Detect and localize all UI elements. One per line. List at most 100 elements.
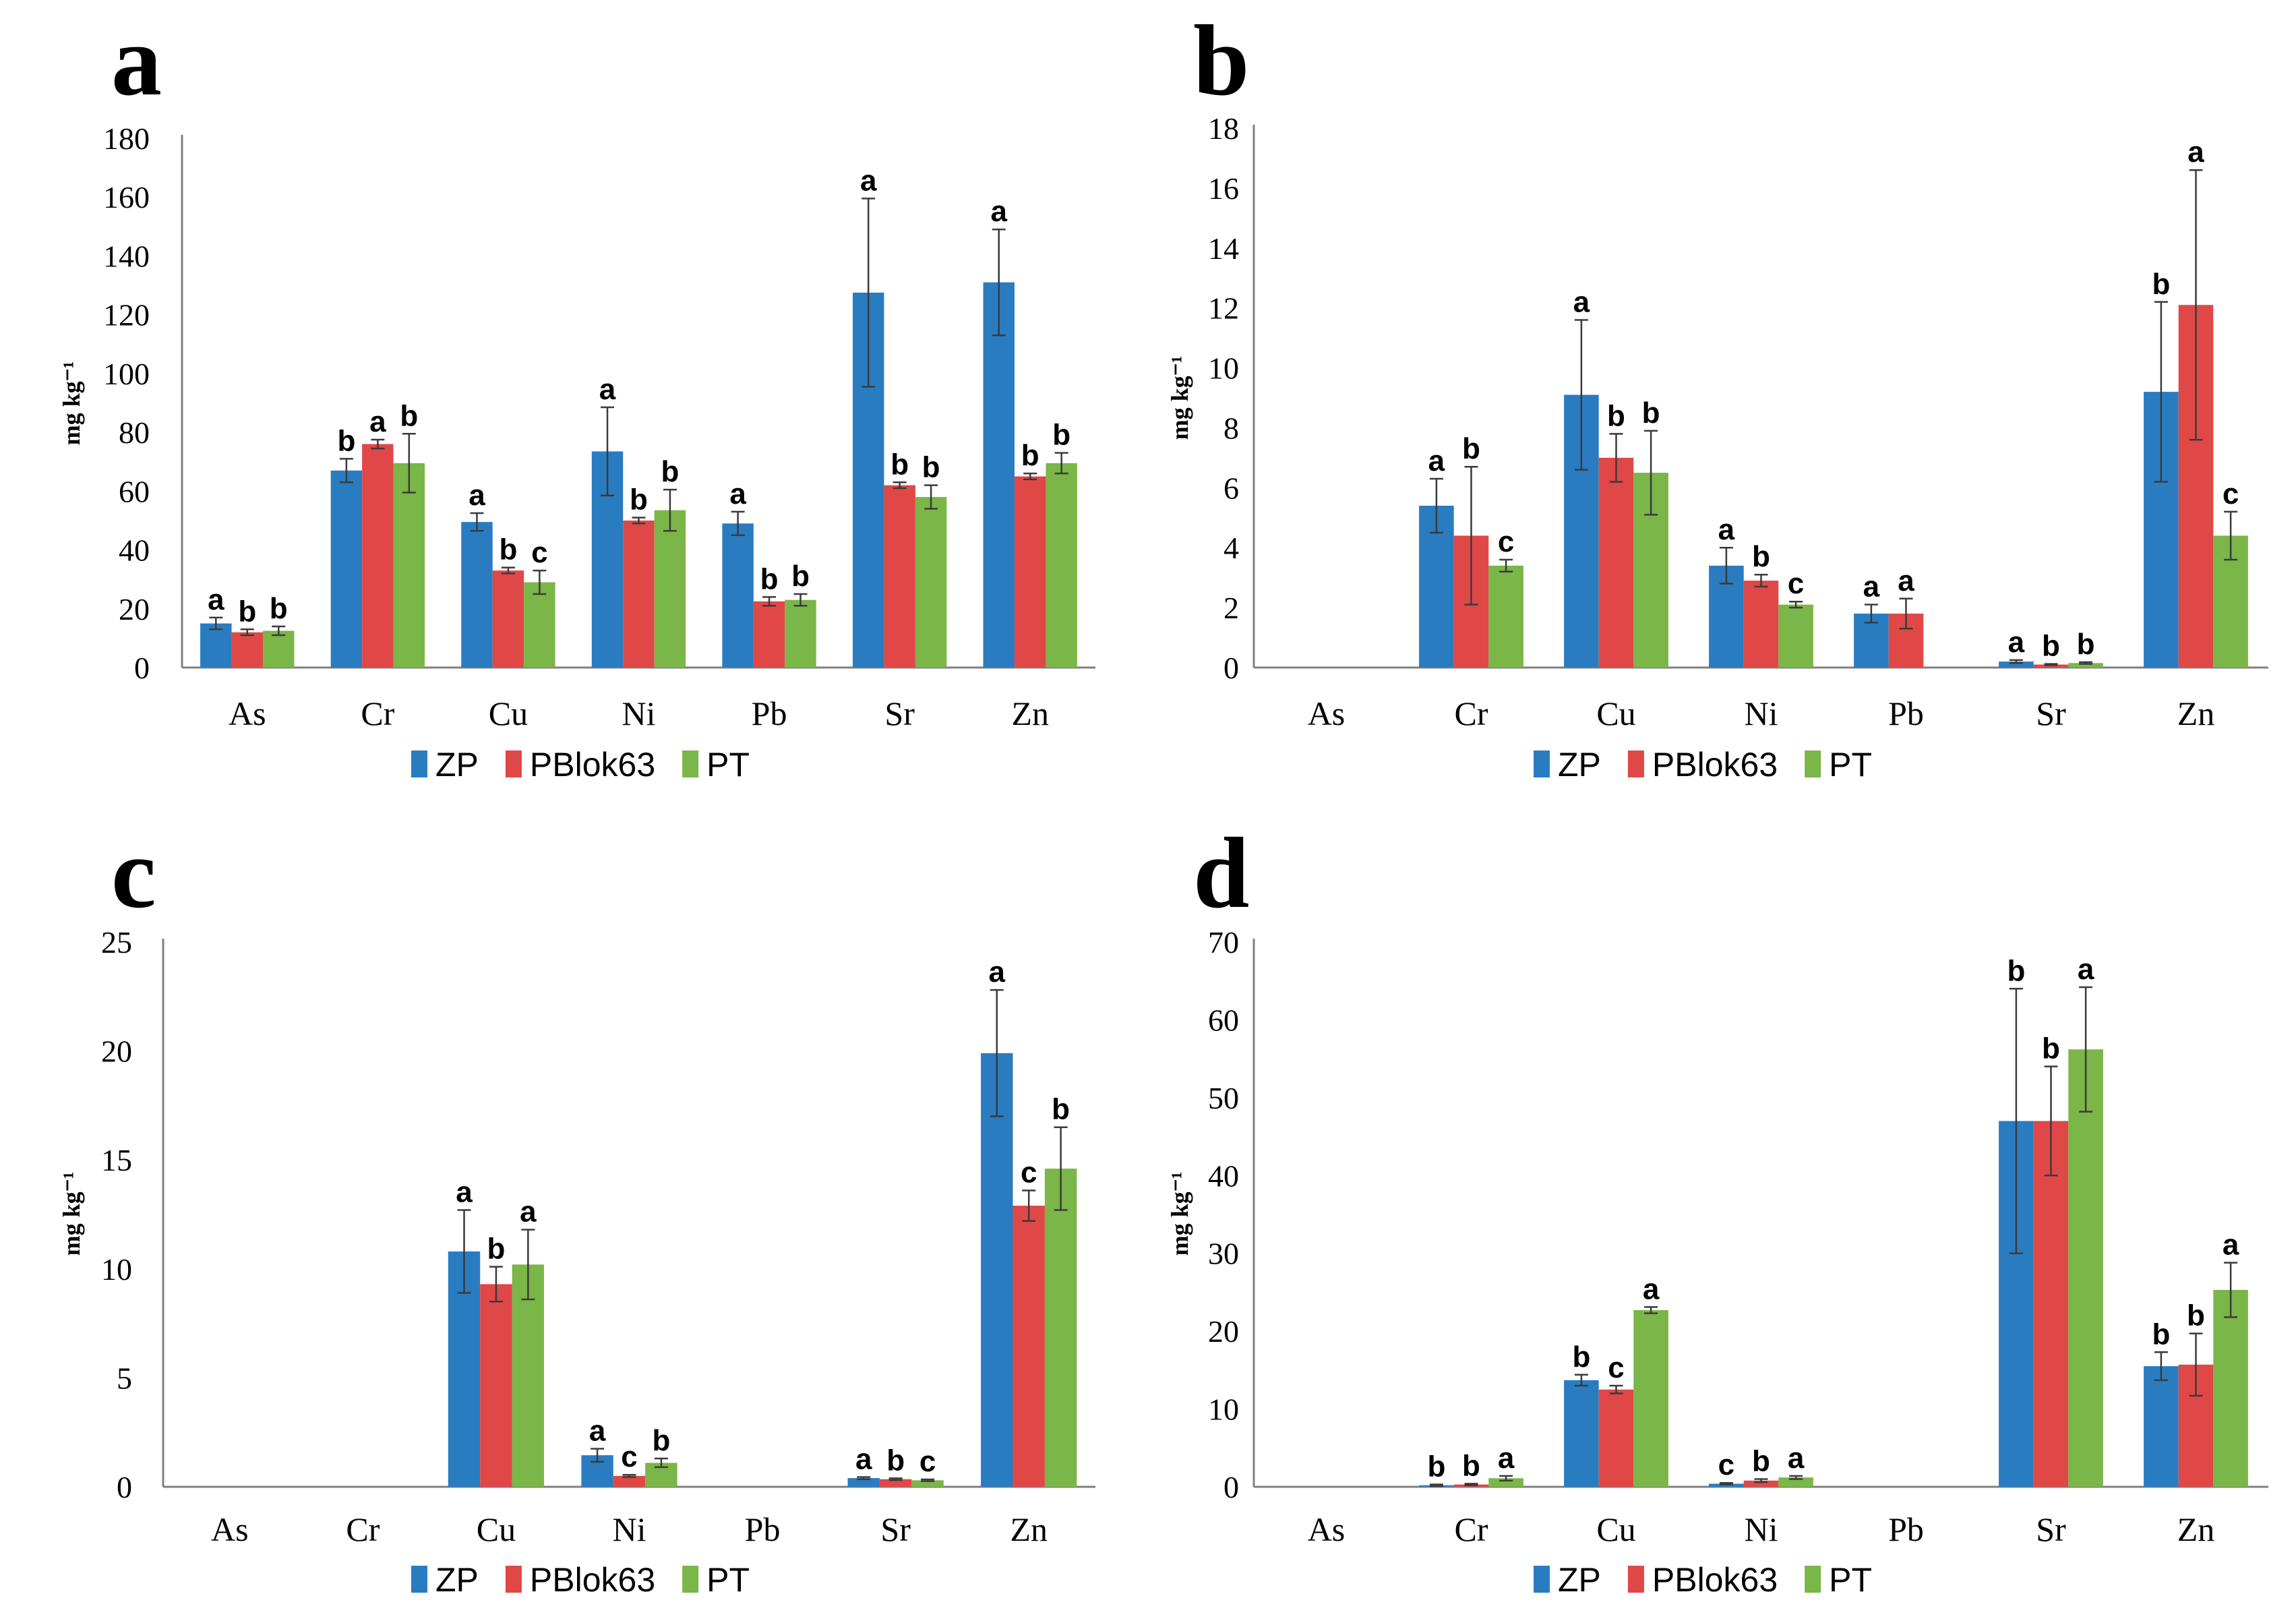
significance-label: c [1788,567,1804,600]
category-label: As [1308,695,1346,732]
bar-pblok63 [1598,457,1634,668]
bar-zp [1564,1380,1599,1487]
significance-label: c [1498,525,1514,558]
significance-label: b [630,483,648,517]
bar-pt [2068,663,2103,668]
y-tick-label: 2 [1223,591,1239,625]
bar-pblok63 [1013,1206,1045,1487]
category-label: Zn [2177,695,2215,732]
y-tick-label: 120 [103,298,150,332]
significance-label: b [2007,954,2025,987]
significance-label: b [238,595,256,628]
category-label: Pb [745,1510,781,1548]
bar-pt [915,497,947,668]
category-label: Pb [1888,1510,1924,1548]
legend-label-pt: PT [1829,746,1872,784]
significance-label: b [499,533,517,566]
y-tick-label: 10 [1208,1392,1239,1427]
y-tick-label: 60 [1208,1003,1239,1037]
significance-label: a [1863,570,1880,603]
significance-label: a [2078,953,2094,986]
significance-label: b [1052,419,1070,452]
category-label: Pb [1888,695,1924,732]
significance-label: b [2042,1032,2060,1065]
legend-swatch-zp [411,750,427,777]
bar-zp [981,1053,1013,1487]
significance-label: c [2223,477,2239,510]
bar-zp [722,523,754,668]
significance-label: b [661,455,679,488]
y-tick-label: 0 [1223,651,1239,685]
bar-pt [393,463,425,668]
y-tick-label: 60 [119,474,150,508]
bar-pblok63 [231,632,264,668]
y-tick-label: 30 [1208,1237,1239,1271]
significance-label: c [531,536,547,569]
significance-label: c [1021,1156,1037,1189]
legend-swatch-pt [682,1566,699,1593]
significance-label: a [1643,1272,1660,1305]
significance-label: a [991,195,1008,228]
category-label: Sr [880,1510,911,1548]
bar-pt [1633,1309,1668,1487]
y-tick-label: 40 [119,533,150,568]
legend-label-pblok63: PBlok63 [1652,1561,1778,1599]
legend-label-zp: ZP [435,746,479,784]
y-axis-label: mg kg⁻¹ [58,1172,85,1256]
legend-swatch-zp [411,1566,427,1593]
bar-zp [1999,661,2034,668]
bar-pblok63 [2033,1121,2069,1487]
y-tick-label: 70 [1208,925,1239,960]
bar-zp [983,282,1015,668]
significance-label: c [621,1440,637,1473]
bar-pt [1778,1477,1813,1487]
bar-zp [847,1478,880,1487]
legend-label-pt: PT [706,1561,750,1599]
bar-zp [200,623,232,668]
y-tick-label: 50 [1208,1081,1239,1115]
category-label: Cr [1455,695,1488,732]
significance-label: b [2042,630,2060,663]
category-label: Pb [752,695,787,732]
significance-label: b [2152,268,2170,301]
legend-label-zp: ZP [1558,746,1601,784]
bar-pt [1046,463,1077,668]
significance-label: a [860,164,877,197]
y-tick-label: 140 [103,239,150,273]
bar-pt [911,1480,944,1487]
y-tick-label: 4 [1223,531,1239,565]
significance-label: b [886,1444,905,1477]
category-label: Sr [884,695,915,732]
significance-label: b [890,448,909,481]
significance-label: a [1498,1442,1515,1475]
category-label: Cu [1596,1510,1635,1548]
significance-label: b [1642,396,1660,430]
legend-swatch-pt [1805,750,1821,777]
y-tick-label: 18 [1208,111,1239,146]
legend-label-pblok63: PBlok63 [530,746,655,784]
significance-label: b [1462,432,1480,465]
legend-swatch-pt [1805,1566,1821,1593]
significance-label: b [487,1233,505,1266]
y-tick-label: 25 [101,925,132,960]
significance-label: b [337,424,355,457]
significance-label: b [270,592,288,625]
category-label: Cr [1455,1510,1488,1548]
y-tick-label: 16 [1208,171,1239,206]
significance-label: b [1427,1450,1445,1483]
significance-label: b [2077,628,2095,661]
bar-pblok63 [362,444,394,668]
y-tick-label: 12 [1208,291,1239,326]
y-tick-label: 20 [1208,1314,1239,1349]
bar-pt [512,1264,545,1487]
legend-swatch-pblok63 [505,1566,522,1593]
y-tick-label: 5 [117,1361,132,1395]
legend-label-zp: ZP [435,1561,479,1599]
significance-label: a [589,1414,606,1447]
significance-label: b [922,451,940,484]
category-label: Cr [346,1510,380,1548]
category-label: Sr [2036,1510,2066,1548]
category-label: Sr [2036,695,2066,732]
bar-zp [330,470,363,668]
